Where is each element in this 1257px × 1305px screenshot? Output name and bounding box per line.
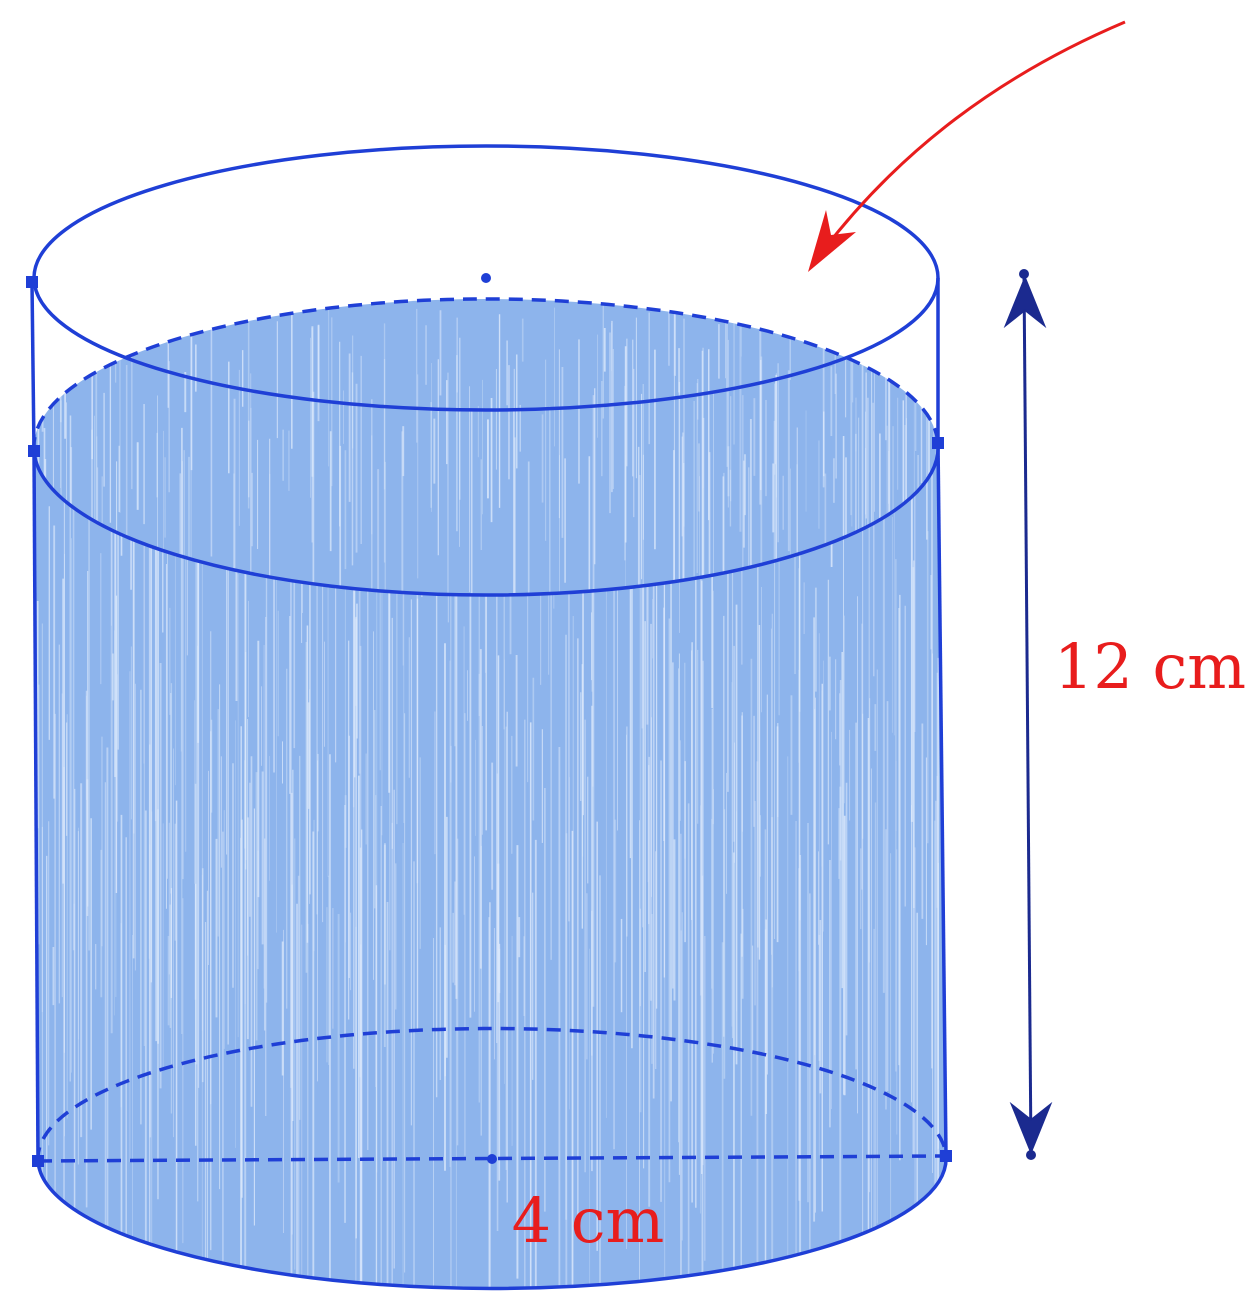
point-base-center (487, 1154, 497, 1164)
water-body (34, 299, 947, 1289)
arrowhead-up (1003, 275, 1047, 329)
water-surface-back-edge (32, 297, 940, 452)
water-surface-front-edge (32, 442, 940, 597)
cylinder-right-edge (936, 442, 948, 1157)
cylinder-left-edge-upper (30, 282, 36, 452)
water-surface-fill (34, 299, 938, 595)
water-side-fill (34, 443, 947, 1289)
point-base-left (32, 1155, 44, 1167)
height-label: 12 cm (1054, 630, 1246, 703)
point-surface-right (932, 437, 944, 449)
pointer-arrowhead (808, 210, 856, 272)
cylinder-left-edge (32, 450, 40, 1162)
point-top-left (26, 276, 38, 288)
base-front-edge (36, 1155, 948, 1291)
point-surface-left (28, 445, 40, 457)
base-diameter-line (37, 1154, 947, 1163)
arrowhead-down (1009, 1101, 1053, 1155)
diameter-label: 4 cm (512, 1184, 665, 1257)
base-back-edge (36, 1026, 948, 1162)
vertex-points (26, 273, 952, 1167)
point-base-right (940, 1150, 952, 1162)
height-dimension-arrow (1003, 269, 1053, 1160)
point-top-center (481, 273, 491, 283)
pointer-arrow (808, 20, 1126, 272)
